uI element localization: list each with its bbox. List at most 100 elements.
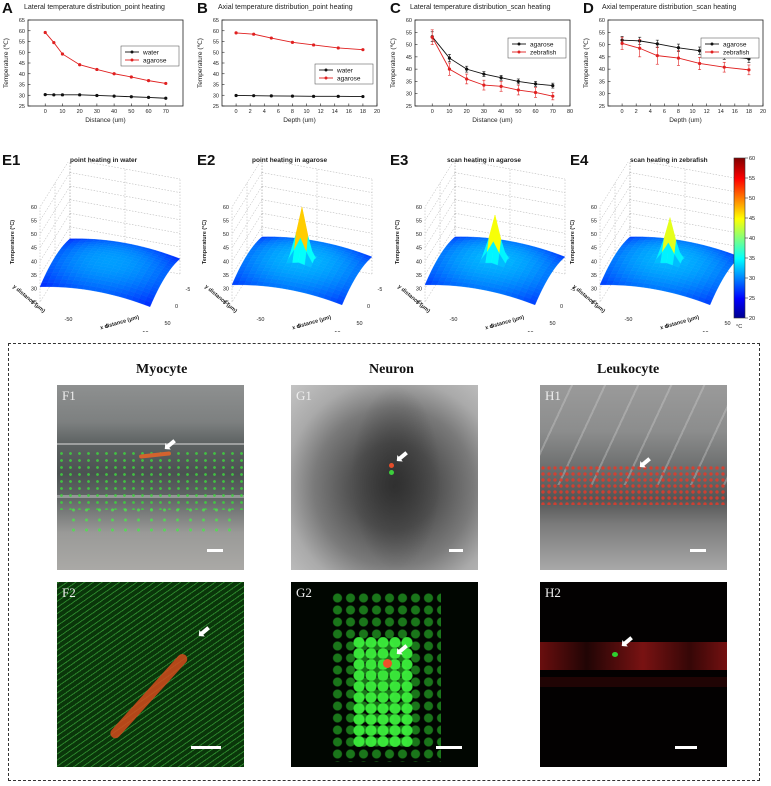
z-tick-label: 40 <box>223 259 229 265</box>
plot-frame <box>607 19 764 107</box>
y-axis-label: y distance (μm) <box>203 284 238 315</box>
micrograph-h2: ⬅ H2 <box>540 582 727 767</box>
data-point-water <box>78 93 82 97</box>
colorbar-unit: °C <box>736 324 742 330</box>
grid-line <box>454 226 566 248</box>
data-point-zebrafish <box>676 56 681 60</box>
chart-b: 25 30 35 40 45 50 55 60 65 0 2 4 6 8 10 12 14 16 18 20 Depth… <box>197 18 380 124</box>
legend-marker <box>324 68 328 72</box>
z-tick-label: 45 <box>416 246 422 252</box>
colorbar-tick-label: 20 <box>749 316 755 322</box>
surface-patch <box>143 300 152 307</box>
x-tick-label: 0 <box>297 324 300 330</box>
x-tick-label: 16 <box>732 109 738 115</box>
y-tick-label: 55 <box>406 30 412 36</box>
z-tick-label: 60 <box>591 205 597 211</box>
x-tick-label: -50 <box>450 317 458 323</box>
data-point-zebrafish <box>722 65 726 69</box>
z-tick-label: 45 <box>223 246 229 252</box>
data-point-agarose <box>234 31 238 35</box>
legend-label: water <box>336 67 354 74</box>
y-tick-label: 65 <box>19 18 25 24</box>
x-tick-label: 60 <box>532 109 538 115</box>
grid-line <box>39 162 69 208</box>
y-tick-label: 55 <box>599 30 605 36</box>
data-point-agarose <box>551 84 555 88</box>
x-axis-label: Distance (um) <box>472 117 512 124</box>
panel-letter-d: D <box>583 0 594 17</box>
x-tick-label: 0 <box>665 324 668 330</box>
series-line-zebrafish <box>431 36 553 97</box>
legend-marker <box>130 58 134 62</box>
y-axis-label: y distance (μm) <box>11 284 46 315</box>
z-tick-label: 50 <box>416 232 422 238</box>
colorbar: 60 55 50 45 40 35 30 25 20 °C <box>733 156 755 330</box>
y-tick-label: 30 <box>406 92 412 98</box>
grid-line <box>261 199 373 220</box>
data-point-agarose <box>290 40 295 44</box>
x-tick-label: 0 <box>490 324 493 330</box>
surface-patch <box>528 298 537 306</box>
grid-line <box>629 213 735 233</box>
x-tick-label: 2 <box>249 109 252 115</box>
micrograph-label-h2: H2 <box>545 585 561 600</box>
z-tick-label: 35 <box>591 273 597 279</box>
column-title-myocyte: Myocyte <box>136 362 188 377</box>
x-tick-label: 80 <box>567 109 573 115</box>
panel-letter-e1: E1 <box>2 152 21 169</box>
y-tick-label: 65 <box>213 18 219 24</box>
grid-line <box>69 226 181 248</box>
grid-line <box>645 162 735 179</box>
data-point-agarose <box>146 79 151 83</box>
data-point-agarose <box>655 42 659 46</box>
y-tick-label: -50 <box>378 287 383 293</box>
y-tick-label: -50 <box>186 287 191 293</box>
data-point-agarose <box>311 43 316 47</box>
micrograph-label-f1: F1 <box>62 388 76 403</box>
z-tick-label: 55 <box>591 219 597 225</box>
z-tick-label: 55 <box>223 219 229 225</box>
data-point-zebrafish <box>499 84 503 88</box>
x-tick-label: 6 <box>277 109 280 115</box>
z-tick-label: 30 <box>416 286 422 292</box>
column-title-neuron: Neuron <box>369 362 414 377</box>
x-tick-label: 18 <box>746 109 752 115</box>
y-tick-label: 30 <box>19 93 25 99</box>
z-tick-label: 25 <box>591 300 597 306</box>
y-tick-label: 25 <box>406 104 412 110</box>
z-axis-label: Temperature (°C) <box>570 220 576 264</box>
micrograph-g1: ⬅ G1 <box>291 385 478 570</box>
data-point-agarose <box>129 75 133 79</box>
colorbar-tick-label: 50 <box>749 196 755 202</box>
y-axis-label: Temperature (℃) <box>197 38 204 88</box>
y-tick-label: 40 <box>406 67 412 73</box>
data-point-zebrafish <box>465 77 469 81</box>
legend-label: zebrafish <box>723 49 750 56</box>
y-tick-label: 45 <box>213 61 219 67</box>
data-point-agarose <box>516 79 520 84</box>
legend-box <box>700 37 760 59</box>
chart-a-title: Lateral temperature distribution_point h… <box>24 4 165 11</box>
x-tick-label: 30 <box>94 109 100 115</box>
surface-patch <box>335 298 344 306</box>
y-tick-label: 30 <box>599 92 605 98</box>
grid-line <box>231 162 261 208</box>
z-tick-label: 45 <box>31 246 37 252</box>
grid-line <box>261 226 373 248</box>
data-point-zebrafish <box>533 90 538 95</box>
y-tick-label: 50 <box>213 50 219 56</box>
legend-label: agarose <box>530 41 554 48</box>
grid-line <box>629 172 735 192</box>
chart-c-title: Lateral temperature distribution_scan he… <box>410 4 551 11</box>
data-point-agarose <box>269 36 273 40</box>
column-title-leukocyte: Leukocyte <box>597 362 660 377</box>
z-tick-label: 60 <box>223 205 229 211</box>
data-point-agarose <box>60 52 65 56</box>
grid-line <box>261 213 373 234</box>
data-point-agarose <box>95 67 99 72</box>
legend-label: zebrafish <box>530 49 557 56</box>
legend-label: agarose <box>723 41 747 48</box>
x-tick-label: -50 <box>65 317 73 323</box>
